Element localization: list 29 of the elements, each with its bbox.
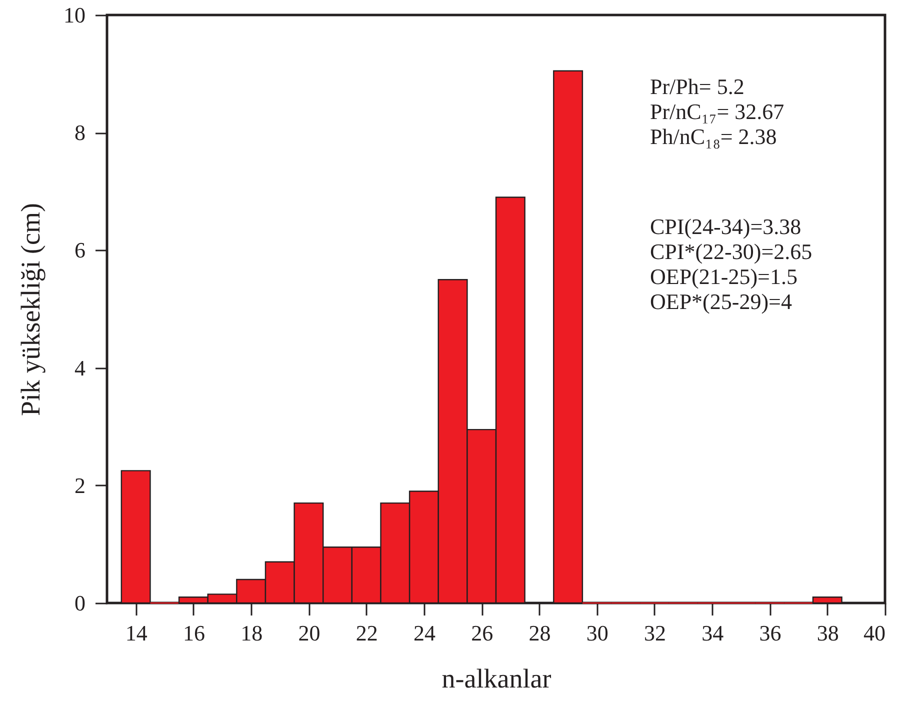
- x-tick-label: 32: [644, 620, 666, 646]
- annotation: Pr/Ph= 5.2: [650, 74, 744, 99]
- y-tick-label: 6: [74, 238, 86, 263]
- annotation: OEP(21-25)=1.5: [650, 264, 798, 289]
- y-tick-label: 2: [74, 472, 86, 498]
- annotation: Pr/nC₁₇= 32.67: [650, 99, 784, 124]
- x-tick-label: 20: [298, 620, 320, 646]
- x-tick-label: 22: [356, 620, 378, 646]
- annotation: CPI*(22-30)=2.65: [650, 239, 812, 264]
- x-tick-label: 34: [702, 620, 724, 646]
- x-tick-label: 14: [125, 620, 148, 646]
- x-tick-label: 24: [413, 620, 436, 646]
- x-tick-label: 30: [586, 620, 608, 646]
- x-tick-label: 26: [471, 620, 494, 646]
- x-tick-label: 18: [240, 620, 263, 646]
- x-tick-label: 16: [182, 620, 205, 646]
- y-tick-label: 8: [74, 120, 86, 146]
- annotation: Ph/nC₁₈= 2.38: [650, 124, 777, 149]
- annotation: CPI(24-34)=3.38: [650, 214, 802, 239]
- y-tick-label: 0: [74, 590, 86, 616]
- x-tick-label: 38: [816, 620, 839, 646]
- y-axis-title: Pik yüksekliği (cm): [16, 203, 46, 416]
- y-tick-label: 4: [74, 355, 86, 380]
- x-tick-label: 28: [528, 620, 551, 646]
- y-tick-label: 10: [64, 2, 86, 28]
- x-tick-label: 40: [864, 620, 886, 646]
- x-tick-label: 36: [759, 620, 782, 646]
- annotation: OEP*(25-29)=4: [650, 289, 792, 314]
- x-axis-title: n-alkanlar: [442, 664, 552, 694]
